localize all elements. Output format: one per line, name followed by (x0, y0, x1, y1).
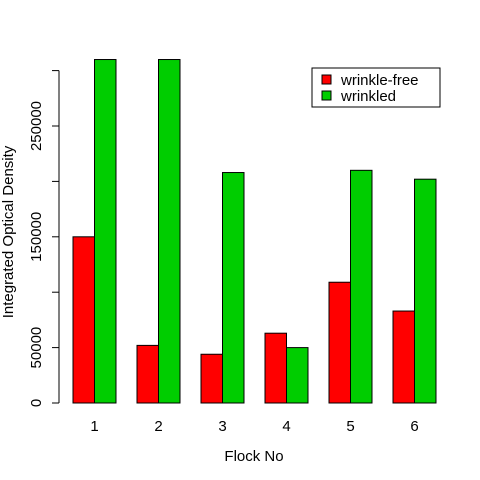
x-tick-label: 1 (90, 418, 98, 435)
bar-wrinkled-3 (222, 172, 245, 404)
bar-wrinkled-6 (414, 178, 437, 404)
x-tick-label: 4 (282, 418, 290, 435)
bar-wrinkled-1 (94, 59, 117, 404)
x-tick-label: 5 (346, 418, 354, 435)
bar-wrinkle-free-5 (328, 281, 351, 404)
y-axis-label: Integrated Optical Density (0, 145, 17, 318)
bar-wrinkle-free-1 (72, 236, 95, 404)
legend-swatch-wrinkled (321, 90, 332, 101)
bar-wrinkle-free-2 (136, 344, 159, 404)
y-tick-label: 250000 (28, 101, 45, 151)
bar-wrinkle-free-6 (392, 310, 415, 404)
legend-swatch-wrinkle-free (321, 74, 332, 85)
x-tick-label: 2 (154, 418, 162, 435)
legend-label-wrinkled: wrinkled (340, 88, 396, 105)
bar-wrinkled-2 (158, 59, 181, 404)
bar-wrinkle-free-3 (200, 353, 223, 404)
bar-wrinkled-4 (286, 347, 309, 404)
bar-wrinkle-free-4 (264, 332, 287, 404)
x-tick-label: 3 (218, 418, 226, 435)
x-axis: 1 2 3 4 5 6 (90, 418, 418, 435)
bars-group (72, 59, 437, 404)
y-tick-label: 50000 (28, 327, 45, 369)
y-tick-label: 0 (28, 399, 45, 407)
y-tick-label: 150000 (28, 212, 45, 262)
x-tick-label: 6 (410, 418, 418, 435)
x-axis-label: Flock No (224, 448, 283, 465)
y-axis: 0 50000 150000 250000 (28, 70, 60, 407)
legend-label-wrinkle-free: wrinkle-free (340, 72, 419, 89)
bar-wrinkled-5 (350, 169, 373, 404)
legend-box (311, 67, 441, 108)
